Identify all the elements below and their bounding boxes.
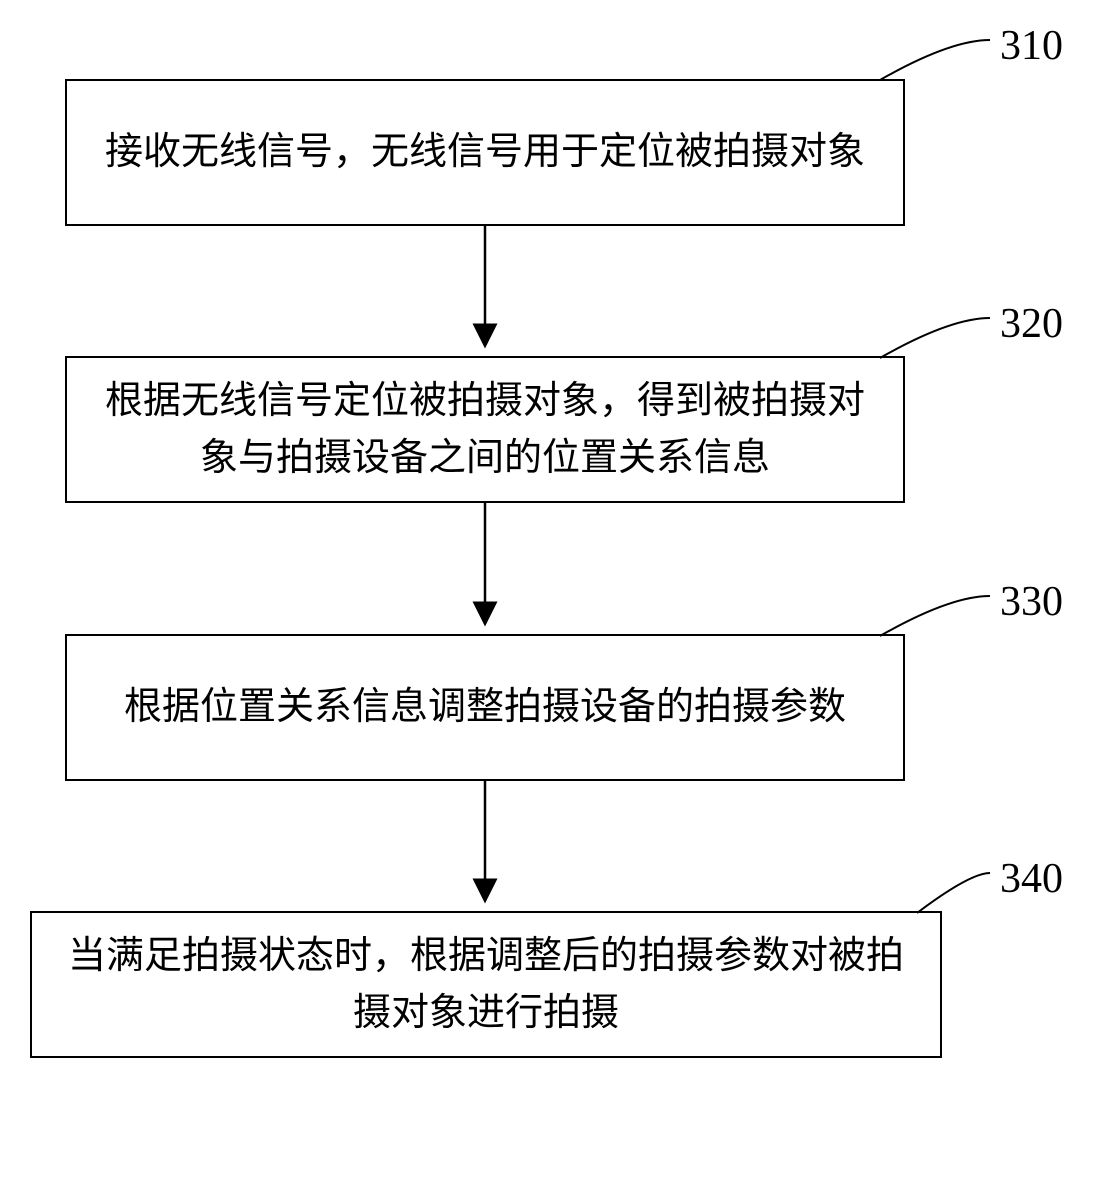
flow-step-4-text: 当满足拍摄状态时，根据调整后的拍摄参数对被拍摄对象进行拍摄 bbox=[62, 928, 910, 1042]
flowchart-container: 接收无线信号，无线信号用于定位被拍摄对象 310 根据无线信号定位被拍摄对象，得… bbox=[0, 0, 1108, 1188]
callout-label-2: 320 bbox=[1000, 300, 1063, 348]
flow-step-1-text: 接收无线信号，无线信号用于定位被拍摄对象 bbox=[105, 124, 865, 181]
flow-step-2-text: 根据无线信号定位被拍摄对象，得到被拍摄对象与拍摄设备之间的位置关系信息 bbox=[97, 373, 873, 487]
flow-step-4: 当满足拍摄状态时，根据调整后的拍摄参数对被拍摄对象进行拍摄 bbox=[30, 911, 942, 1058]
flow-step-2: 根据无线信号定位被拍摄对象，得到被拍摄对象与拍摄设备之间的位置关系信息 bbox=[65, 356, 905, 503]
callout-label-4: 340 bbox=[1000, 855, 1063, 903]
callout-label-1: 310 bbox=[1000, 22, 1063, 70]
flow-step-1: 接收无线信号，无线信号用于定位被拍摄对象 bbox=[65, 79, 905, 226]
flow-step-3: 根据位置关系信息调整拍摄设备的拍摄参数 bbox=[65, 634, 905, 781]
flow-step-3-text: 根据位置关系信息调整拍摄设备的拍摄参数 bbox=[124, 679, 846, 736]
callout-label-3: 330 bbox=[1000, 578, 1063, 626]
